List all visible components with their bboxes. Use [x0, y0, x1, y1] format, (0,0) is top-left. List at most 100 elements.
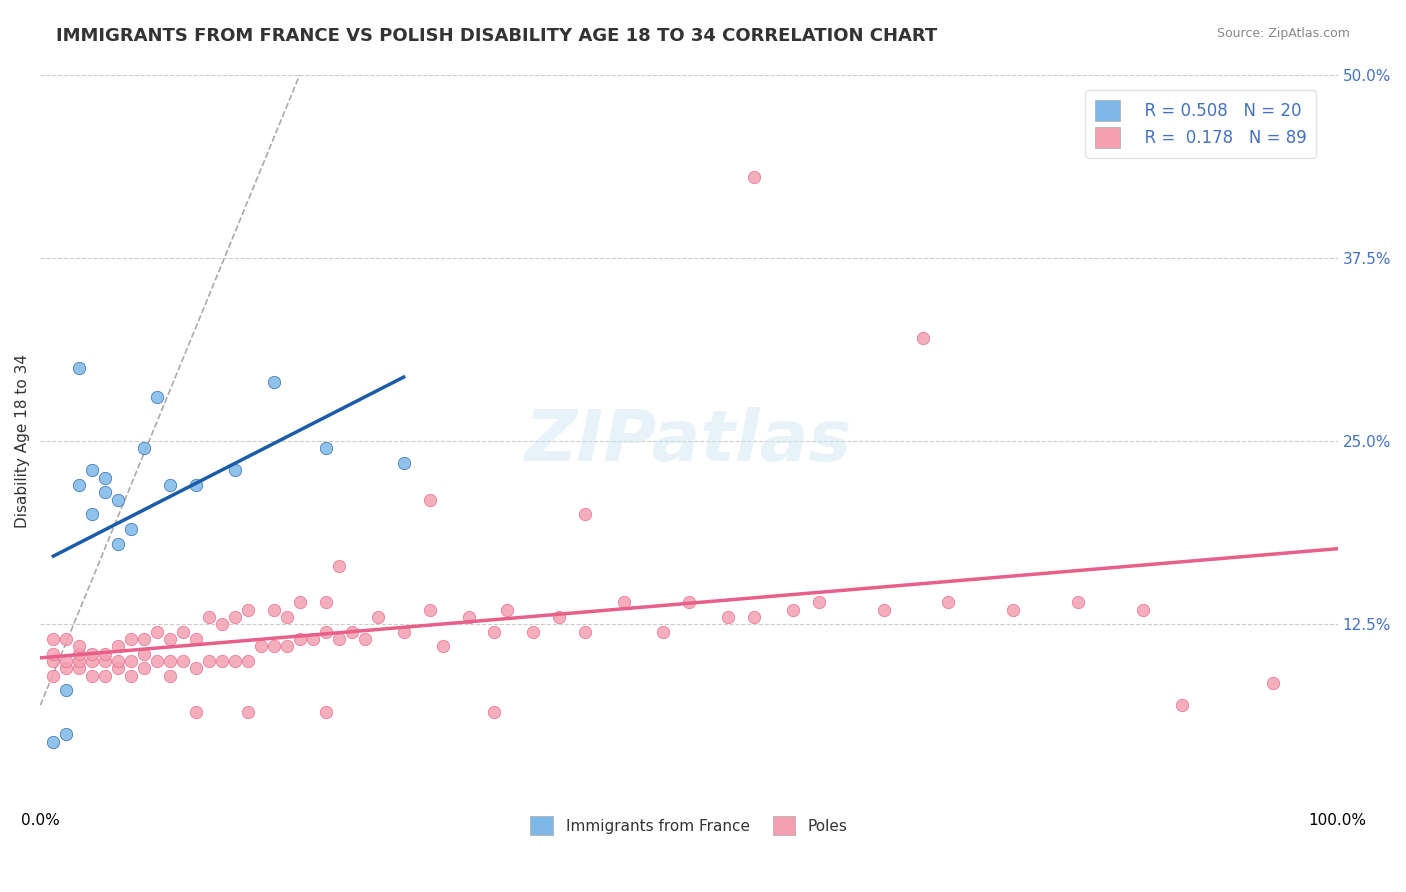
Point [419, 603, 441, 617]
Point [198, 610, 221, 624]
Point [717, 610, 740, 624]
Point [42, 735, 65, 749]
Point [263, 640, 285, 654]
Point [107, 640, 129, 654]
Point [872, 603, 894, 617]
Point [67, 647, 90, 661]
Point [134, 442, 156, 456]
Point [67, 661, 90, 675]
Point [392, 624, 415, 639]
Point [224, 463, 246, 477]
Point [1002, 603, 1025, 617]
Point [315, 442, 337, 456]
Point [484, 706, 506, 720]
Point [55, 654, 77, 668]
Point [94, 669, 117, 683]
Point [107, 492, 129, 507]
Point [288, 632, 311, 646]
Point [236, 603, 259, 617]
Point [340, 624, 363, 639]
Point [496, 603, 519, 617]
Point [484, 624, 506, 639]
Point [146, 624, 169, 639]
Point [301, 632, 323, 646]
Point [613, 595, 636, 609]
Point [159, 669, 181, 683]
Point [42, 632, 65, 646]
Point [184, 478, 207, 492]
Point [146, 654, 169, 668]
Point [134, 661, 156, 675]
Point [134, 647, 156, 661]
Point [120, 654, 142, 668]
Point [1132, 603, 1154, 617]
Point [353, 632, 375, 646]
Point [94, 485, 117, 500]
Point [315, 706, 337, 720]
Text: Source: ZipAtlas.com: Source: ZipAtlas.com [1216, 27, 1350, 40]
Point [328, 632, 350, 646]
Point [42, 647, 65, 661]
Y-axis label: Disability Age 18 to 34: Disability Age 18 to 34 [15, 354, 30, 528]
Point [120, 522, 142, 536]
Point [82, 654, 104, 668]
Point [67, 360, 90, 375]
Point [263, 603, 285, 617]
Point [159, 478, 181, 492]
Point [198, 654, 221, 668]
Point [55, 632, 77, 646]
Point [548, 610, 571, 624]
Point [419, 492, 441, 507]
Point [120, 669, 142, 683]
Point [55, 661, 77, 675]
Point [134, 632, 156, 646]
Point [315, 595, 337, 609]
Point [55, 683, 77, 698]
Legend: Immigrants from France, Poles: Immigrants from France, Poles [522, 807, 856, 844]
Point [432, 640, 454, 654]
Point [67, 478, 90, 492]
Point [263, 376, 285, 390]
Point [82, 463, 104, 477]
Point [276, 610, 298, 624]
Point [1067, 595, 1090, 609]
Point [67, 640, 90, 654]
Point [236, 654, 259, 668]
Text: ZIPatlas: ZIPatlas [526, 407, 852, 475]
Point [367, 610, 389, 624]
Point [107, 661, 129, 675]
Point [146, 390, 169, 404]
Point [120, 632, 142, 646]
Point [82, 669, 104, 683]
Point [172, 654, 194, 668]
Point [82, 508, 104, 522]
Point [938, 595, 960, 609]
Point [184, 661, 207, 675]
Point [742, 170, 765, 185]
Point [742, 610, 765, 624]
Point [94, 654, 117, 668]
Point [224, 654, 246, 668]
Point [457, 610, 479, 624]
Point [574, 508, 596, 522]
Point [67, 654, 90, 668]
Point [236, 706, 259, 720]
Point [42, 669, 65, 683]
Point [224, 610, 246, 624]
Text: IMMIGRANTS FROM FRANCE VS POLISH DISABILITY AGE 18 TO 34 CORRELATION CHART: IMMIGRANTS FROM FRANCE VS POLISH DISABIL… [56, 27, 938, 45]
Point [184, 706, 207, 720]
Point [94, 471, 117, 485]
Point [42, 654, 65, 668]
Point [392, 456, 415, 470]
Point [807, 595, 830, 609]
Point [1171, 698, 1194, 712]
Point [276, 640, 298, 654]
Point [159, 632, 181, 646]
Point [184, 632, 207, 646]
Point [55, 727, 77, 741]
Point [522, 624, 544, 639]
Point [782, 603, 804, 617]
Point [328, 558, 350, 573]
Point [574, 624, 596, 639]
Point [288, 595, 311, 609]
